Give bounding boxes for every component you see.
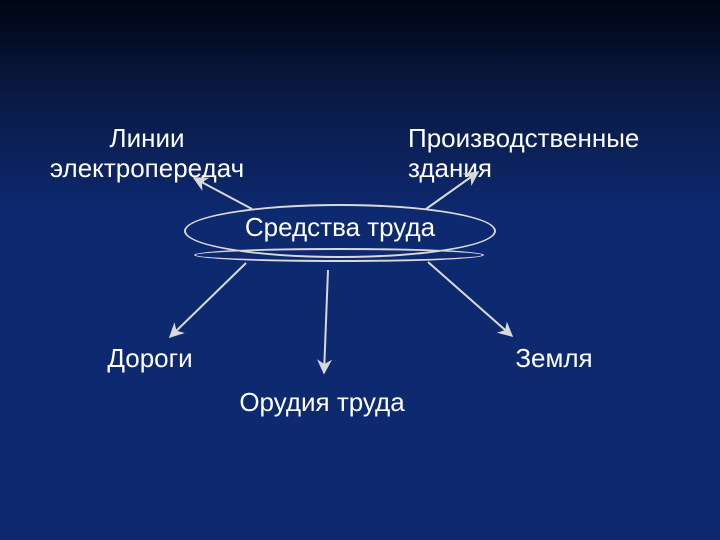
node-roads: Дороги	[80, 344, 220, 374]
arrow-land	[428, 262, 512, 336]
node-tools: Орудия труда	[212, 388, 432, 418]
arrow-tools	[324, 270, 328, 373]
center-label: Средства труда	[225, 213, 455, 243]
node-power-lines: Линии электропередач	[22, 124, 272, 184]
center-ellipse-inner	[194, 248, 484, 262]
node-land: Земля	[484, 344, 624, 374]
arrows-layer	[0, 0, 720, 540]
node-buildings: Производственные здания	[408, 124, 698, 184]
arrow-roads	[170, 263, 246, 337]
